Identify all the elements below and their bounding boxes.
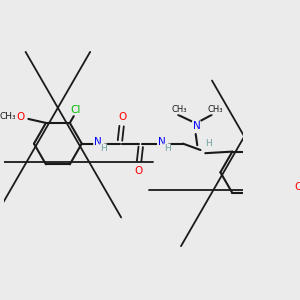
Text: N: N	[94, 137, 102, 147]
Text: CH₃: CH₃	[171, 105, 187, 114]
Text: O: O	[118, 112, 127, 122]
Text: H: H	[100, 144, 106, 153]
Text: N: N	[158, 137, 165, 147]
Text: N: N	[193, 121, 200, 131]
Text: O: O	[16, 112, 25, 122]
Text: CH₃: CH₃	[207, 105, 223, 114]
Text: H: H	[164, 144, 170, 153]
Text: Cl: Cl	[70, 105, 81, 115]
Text: CH₃: CH₃	[0, 112, 16, 121]
Text: O: O	[294, 182, 300, 192]
Text: O: O	[134, 166, 142, 176]
Text: H: H	[205, 139, 212, 148]
